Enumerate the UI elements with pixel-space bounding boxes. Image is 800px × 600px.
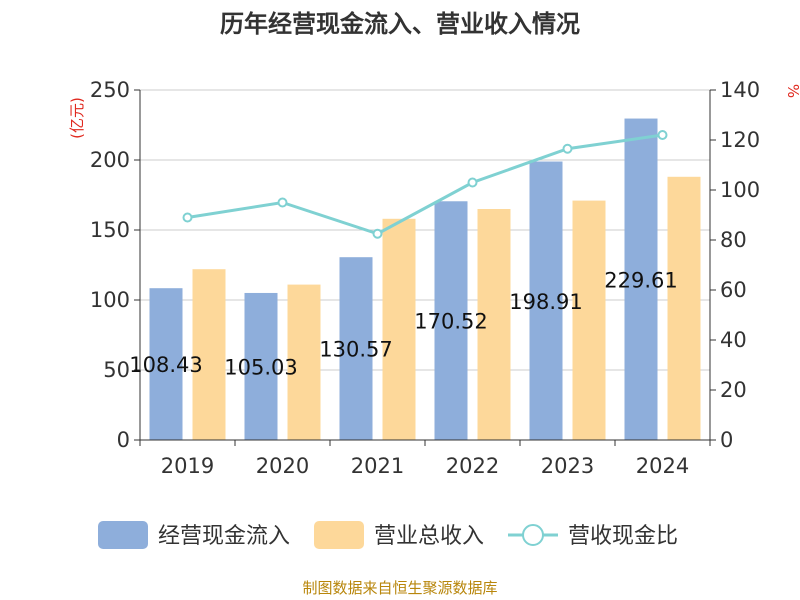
right-axis-unit: % [784,84,800,98]
bar-operating-cash-inflow [529,161,563,440]
bar-total-revenue [572,200,606,440]
line-point [277,197,288,208]
legend-label[interactable]: 营收现金比 [568,524,678,549]
legend-label[interactable]: 经营现金流入 [158,524,290,549]
line-series [182,130,668,239]
x-axis-tick-label: 2022 [446,454,499,478]
legend-label[interactable]: 营业总收入 [374,524,484,549]
line-point [562,143,573,154]
bar-data-label: 229.61 [604,268,677,292]
bar-operating-cash-inflow [624,118,658,441]
bar-operating-cash-inflow [339,257,373,440]
bar-total-revenue [287,284,321,440]
right-axis-tick-label: 80 [720,228,747,252]
x-axis-tick-label: 2024 [636,454,689,478]
bar-data-label: 170.52 [414,310,487,334]
line-point [467,177,478,188]
bar-total-revenue [477,209,511,440]
bar-operating-cash-inflow [244,292,278,440]
legend-swatch[interactable] [98,521,148,549]
legend-swatch[interactable] [314,521,364,549]
left-axis-tick-label: 0 [117,428,130,452]
left-axis-unit: (亿元) [68,97,86,139]
right-axis-tick-label: 60 [720,278,747,302]
data-labels: 108.43 105.03 130.57 170.52 198.91 229.61 [129,268,677,379]
right-axis-tick-label: 20 [720,378,747,402]
x-axis-tick-label: 2019 [161,454,214,478]
line-point [182,212,193,223]
grid-lines [140,89,710,371]
line-point [372,228,383,239]
x-axis-tick-label: 2021 [351,454,404,478]
source-note: 制图数据来自恒生聚源数据库 [302,579,497,597]
bar-data-label: 108.43 [129,353,202,377]
bar-total-revenue [667,176,701,441]
left-axis-tick-label: 50 [103,358,130,382]
bar-total-revenue [192,269,226,440]
bar-data-label: 198.91 [509,290,582,314]
legend-marker[interactable] [522,524,544,546]
axes: 0 50 100 150 200 250 0 20 40 60 80 100 120 140 2019 202… [90,78,760,478]
right-axis-tick-label: 100 [720,178,760,202]
bars [149,118,701,441]
chart-title: 历年经营现金流入、营业收入情况 [220,10,580,38]
line-path [187,133,663,236]
line-point [657,130,668,140]
left-axis-tick-label: 250 [90,78,130,102]
left-axis-tick-label: 150 [90,218,130,242]
right-axis-tick-label: 40 [720,328,747,352]
bar-operating-cash-inflow [434,201,468,440]
left-axis-tick-label: 200 [90,148,130,172]
right-axis-tick-label: 120 [720,128,760,152]
bar-data-label: 130.57 [319,338,392,362]
legend[interactable]: 经营现金流入 营业总收入 营收现金比 [98,521,678,549]
bar-total-revenue [382,218,416,440]
right-axis-tick-label: 0 [720,428,733,452]
right-axis-tick-label: 140 [720,78,760,102]
left-axis-tick-label: 100 [90,288,130,312]
x-axis-tick-label: 2020 [256,454,309,478]
bar-data-label: 105.03 [224,355,297,379]
x-axis-tick-label: 2023 [541,454,594,478]
bar-operating-cash-inflow [149,288,183,440]
